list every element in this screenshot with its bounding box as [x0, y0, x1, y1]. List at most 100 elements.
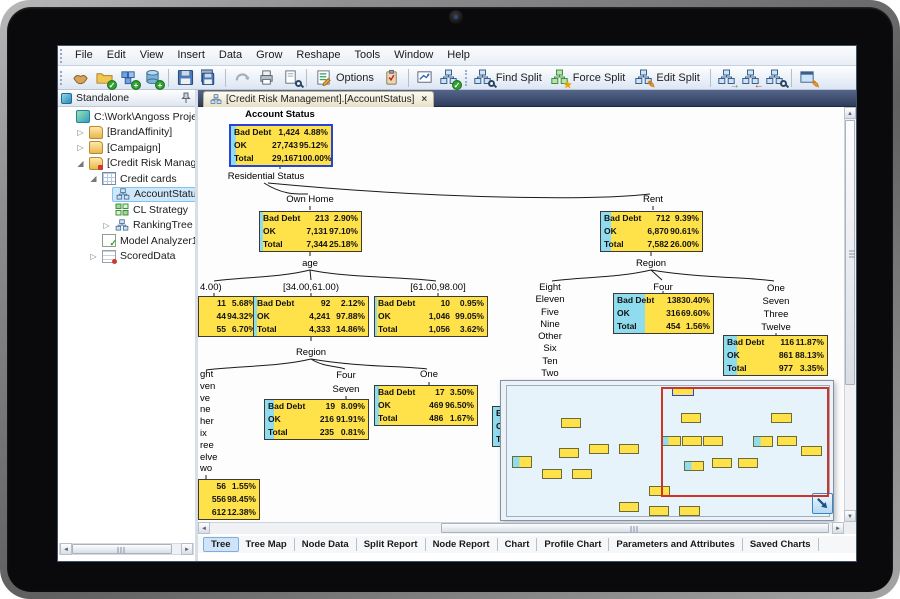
sidebar-item-cl-strategy[interactable]: CL Strategy — [58, 202, 195, 218]
inspect-node-icon[interactable] — [764, 68, 787, 88]
menu-data[interactable]: Data — [218, 49, 243, 61]
scroll-left-arrow[interactable]: ◄ — [198, 522, 210, 534]
menu-tools[interactable]: Tools — [354, 49, 381, 61]
node-age-61-98[interactable]: Bad Debt 10 0.95% OK 1,046 99.05% Total 1,056 3.… — [374, 296, 488, 337]
row-label: OK — [378, 400, 391, 410]
report-icon[interactable] — [381, 68, 403, 88]
scroll-thumb[interactable] — [441, 523, 829, 533]
node-region-rent-four[interactable]: Bad Debt 138 30.40% OK 316 69.60% Total 454 1.56… — [613, 293, 714, 334]
tree-overview-panel[interactable] — [500, 380, 834, 521]
scroll-up-arrow[interactable]: ▲ — [844, 107, 856, 119]
edit-split-label[interactable]: Edit Split — [656, 71, 700, 84]
row-label: OK — [727, 350, 740, 360]
node-region2-four-seven[interactable]: Bad Debt 19 8.09% OK 216 91.91% Total 235 0.81% — [264, 399, 369, 440]
add-data-icon[interactable]: + — [141, 68, 165, 90]
open-project-icon[interactable]: ✓ — [93, 68, 117, 90]
undo-icon[interactable] — [231, 68, 253, 88]
scroll-left-arrow[interactable]: ◄ — [60, 543, 72, 555]
view-tab-parameters-and-attributes[interactable]: Parameters and Attributes — [609, 538, 743, 551]
save-icon[interactable] — [174, 68, 196, 88]
print-icon[interactable] — [255, 68, 277, 88]
view-tab-chart[interactable]: Chart — [498, 538, 538, 551]
menu-file[interactable]: File — [75, 49, 93, 61]
node-age-34-61[interactable]: Bad Debt 92 2.12% OK 4,241 97.88% Total 4,333 14… — [253, 296, 369, 337]
scroll-thumb[interactable] — [845, 120, 855, 385]
force-split-label[interactable]: Force Split — [572, 71, 626, 84]
view-tab-node-data[interactable]: Node Data — [295, 538, 357, 551]
close-icon[interactable]: × — [421, 94, 428, 105]
minimap-node — [619, 444, 639, 454]
sidebar-item-c-work-angoss-projects[interactable]: C:\Work\Angoss Projects — [58, 109, 195, 125]
tab-account-status[interactable]: [Credit Risk Management].[AccountStatus]… — [203, 91, 435, 107]
force-split-icon[interactable]: ★ — [549, 68, 572, 90]
sidebar-item-rankingtree[interactable]: ▷ RankingTree — [58, 218, 195, 234]
edit-view-icon[interactable]: ✎ — [797, 68, 820, 90]
scroll-right-arrow[interactable]: ► — [181, 543, 193, 555]
new-project-icon[interactable]: + — [117, 68, 141, 90]
validate-split-icon[interactable]: ✓ — [438, 68, 462, 90]
toolbar: ✓ + + — [58, 66, 856, 90]
sidebar-item--campaign-[interactable]: ▷ [Campaign] — [58, 140, 195, 156]
pin-icon[interactable] — [180, 92, 192, 104]
node-region2-eight[interactable]: 56 1.55% 556 98.45% 612 12.38% — [198, 479, 260, 520]
menu-insert[interactable]: Insert — [177, 49, 205, 61]
sidebar-item--brandaffinity-[interactable]: ▷ [BrandAffinity] — [58, 125, 195, 141]
sidebar-hscrollbar[interactable]: ◄ ► — [59, 543, 194, 555]
grow-node-icon[interactable]: → — [716, 68, 740, 90]
edit-split-icon[interactable]: ✎ — [632, 68, 656, 90]
save-all-icon[interactable] — [198, 68, 220, 88]
view-tab-tree[interactable]: Tree — [203, 537, 239, 552]
scroll-thumb[interactable] — [72, 544, 172, 554]
toolbar-separator — [790, 68, 792, 87]
view-tab-node-report[interactable]: Node Report — [426, 538, 498, 551]
toolbar-grip[interactable] — [60, 70, 65, 85]
view-tab-split-report[interactable]: Split Report — [357, 538, 426, 551]
tree-vscrollbar[interactable]: ▲ ▼ — [844, 107, 856, 522]
connect-icon[interactable] — [69, 68, 91, 88]
node-own-home[interactable]: Bad Debt 213 2.90% OK 7,131 97.10% Total 7,344 2… — [259, 211, 362, 252]
chart-settings-icon[interactable] — [414, 68, 436, 88]
row-percent: 5.68% — [231, 298, 256, 308]
overview-zoom-button[interactable] — [812, 493, 833, 514]
overview-viewport-rect[interactable] — [661, 387, 829, 497]
menu-help[interactable]: Help — [447, 49, 470, 61]
expander-icon[interactable]: ▷ — [77, 143, 84, 153]
options-label[interactable]: Options — [336, 71, 374, 84]
scroll-right-arrow[interactable]: ► — [832, 522, 844, 534]
node-region2-one[interactable]: Bad Debt 17 3.50% OK 469 96.50% Total 486 1.67% — [374, 385, 478, 426]
expander-icon[interactable]: ▷ — [103, 220, 110, 230]
menu-reshape[interactable]: Reshape — [296, 49, 341, 61]
node-age-18-34[interactable]: 11 5.68% 44 94.32% 55 6.70% — [198, 296, 260, 337]
sidebar-item-model-analyzer1[interactable]: Model Analyzer1 — [58, 233, 195, 249]
expander-icon[interactable]: ▷ — [90, 251, 97, 261]
sidebar-item-accountstatus[interactable]: AccountStatus — [58, 186, 195, 203]
view-tab-tree-map[interactable]: Tree Map — [239, 538, 295, 551]
expander-icon[interactable]: ◢ — [90, 174, 97, 184]
node-region-rent-one[interactable]: Bad Debt 116 11.87% OK 861 88.13% Total 977 3.35… — [723, 335, 828, 376]
view-tab-profile-chart[interactable]: Profile Chart — [537, 538, 610, 551]
toolbar-grip[interactable] — [60, 48, 65, 63]
menu-view[interactable]: View — [139, 49, 164, 61]
row-count: 10 — [440, 298, 451, 308]
sidebar-item-credit-cards[interactable]: ◢ Credit cards — [58, 171, 195, 187]
row-percent: 97.88% — [336, 311, 365, 321]
find-split-icon[interactable] — [472, 68, 495, 88]
node-account-status[interactable]: Bad Debt 1,424 4.88% OK 27,743 95.12% Total 29,… — [229, 124, 333, 167]
tree-hscrollbar[interactable]: ◄ ► — [198, 522, 844, 534]
sidebar-item-scoreddata[interactable]: ▷ ScoredData — [58, 249, 195, 265]
prune-node-icon[interactable]: ← — [740, 68, 764, 90]
node-row: Total 486 1.67% — [375, 412, 477, 425]
menu-edit[interactable]: Edit — [106, 49, 126, 61]
row-count: 1,424 — [278, 127, 300, 137]
view-tab-saved-charts[interactable]: Saved Charts — [743, 538, 819, 551]
print-preview-icon[interactable] — [279, 68, 302, 88]
find-split-label[interactable]: Find Split — [495, 71, 542, 84]
sidebar-item--credit-risk-management-[interactable]: ◢ [Credit Risk Management] — [58, 156, 195, 172]
menu-grow[interactable]: Grow — [256, 49, 283, 61]
menu-window[interactable]: Window — [394, 49, 434, 61]
node-rent[interactable]: Bad Debt 712 9.39% OK 6,870 90.61% Total 7,582 2… — [600, 211, 703, 252]
scroll-down-arrow[interactable]: ▼ — [844, 510, 856, 522]
expander-icon[interactable]: ▷ — [77, 127, 84, 137]
expander-icon[interactable]: ◢ — [77, 158, 84, 168]
options-icon[interactable] — [312, 68, 334, 88]
